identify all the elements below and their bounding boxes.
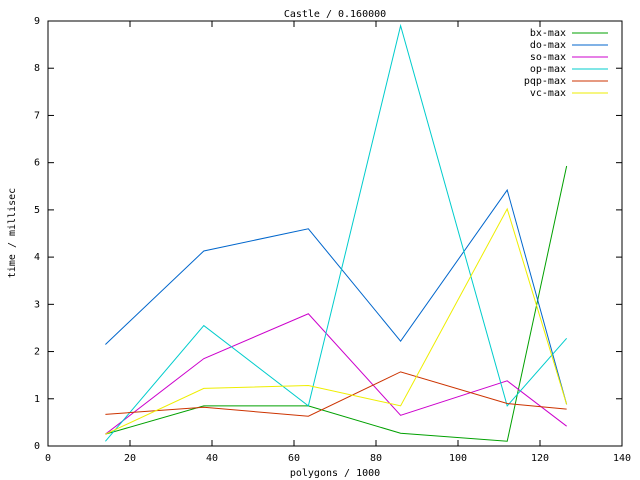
x-tick-label: 140 [613, 453, 631, 464]
x-tick-label: 100 [449, 453, 467, 464]
y-tick-label: 2 [34, 347, 40, 358]
legend-label: do-max [530, 40, 566, 51]
y-tick-label: 7 [34, 110, 40, 121]
series-line [105, 371, 567, 417]
y-tick-label: 4 [34, 252, 40, 263]
x-tick-label: 0 [45, 453, 51, 464]
series-line [105, 207, 568, 435]
x-tick-label: 80 [370, 453, 382, 464]
series-line [105, 188, 568, 405]
y-tick-label: 6 [34, 158, 40, 169]
y-tick-label: 3 [34, 299, 40, 310]
y-tick-label: 5 [34, 205, 40, 216]
x-tick-label: 60 [288, 453, 300, 464]
x-tick-label: 120 [531, 453, 549, 464]
plot-frame [47, 20, 623, 447]
x-tick-label: 20 [124, 453, 136, 464]
y-tick-label: 9 [34, 16, 40, 27]
x-axis-label: polygons / 1000 [290, 468, 380, 479]
legend-label: bx-max [530, 28, 566, 39]
legend-label: vc-max [530, 88, 566, 99]
y-tick-label: 8 [34, 63, 40, 74]
legend-label: so-max [530, 52, 566, 63]
chart-title: Castle / 0.160000 [284, 9, 386, 20]
y-tick-label: 0 [34, 441, 40, 452]
y-axis-label: time / millisec [7, 188, 18, 278]
series-line [105, 165, 568, 442]
y-tick-label: 1 [34, 394, 40, 405]
series-line [105, 23, 568, 442]
x-tick-label: 40 [206, 453, 218, 464]
series-line [105, 313, 567, 435]
legend-label: op-max [530, 64, 566, 75]
legend-label: pqp-max [524, 76, 566, 87]
